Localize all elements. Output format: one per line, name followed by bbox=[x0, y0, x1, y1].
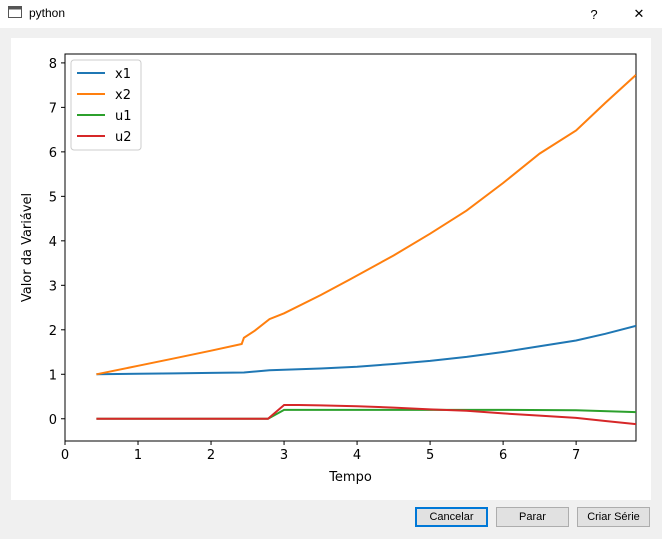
cancel-button[interactable]: Cancelar bbox=[415, 507, 488, 527]
help-button[interactable]: ? bbox=[571, 0, 617, 28]
y-tick-label: 5 bbox=[49, 190, 57, 205]
y-tick-label: 1 bbox=[49, 368, 57, 383]
create-series-button[interactable]: Criar Série bbox=[577, 507, 650, 527]
window-icon bbox=[8, 6, 22, 18]
close-icon: ✕ bbox=[633, 6, 645, 21]
close-button[interactable]: ✕ bbox=[616, 0, 662, 28]
series-line-x2 bbox=[96, 74, 636, 376]
y-tick-label: 2 bbox=[49, 324, 57, 339]
y-tick-label: 4 bbox=[49, 235, 57, 250]
line-chart: 0 1 2 3 4 5 6 7 0 1 2 3 4 5 6 7 8 Tempo Valor da Variável x… bbox=[20, 53, 637, 485]
x-tick-label: 1 bbox=[134, 448, 142, 463]
x-tick-label: 4 bbox=[353, 448, 361, 463]
y-axis-label: Valor da Variável bbox=[20, 193, 35, 302]
x-tick-label: 3 bbox=[280, 448, 288, 463]
title-bar: python ? ✕ bbox=[0, 0, 662, 28]
y-tick-label: 3 bbox=[49, 279, 57, 294]
y-tick-label: 8 bbox=[49, 57, 57, 72]
plot-canvas: 0 1 2 3 4 5 6 7 0 1 2 3 4 5 6 7 8 Tempo Valor da Variável x… bbox=[11, 38, 651, 500]
legend-label-x1: x1 bbox=[115, 67, 131, 82]
y-tick-label: 6 bbox=[49, 146, 57, 161]
x-tick-label: 6 bbox=[499, 448, 507, 463]
legend-label-u1: u1 bbox=[115, 109, 132, 124]
series-line-u2 bbox=[96, 404, 636, 426]
x-tick-label: 5 bbox=[426, 448, 434, 463]
y-tick-label: 0 bbox=[49, 413, 57, 428]
series-line-x1 bbox=[96, 324, 636, 376]
x-tick-label: 0 bbox=[61, 448, 69, 463]
legend-label-u2: u2 bbox=[115, 130, 132, 145]
window-title: python bbox=[29, 6, 66, 20]
x-tick-label: 2 bbox=[207, 448, 215, 463]
x-axis-label: Tempo bbox=[328, 470, 372, 485]
help-icon: ? bbox=[590, 6, 598, 22]
y-tick-label: 7 bbox=[49, 101, 57, 116]
legend-box bbox=[70, 59, 142, 151]
stop-button[interactable]: Parar bbox=[496, 507, 569, 527]
x-tick-label: 7 bbox=[572, 448, 580, 463]
legend-label-x2: x2 bbox=[115, 88, 131, 103]
plot-frame bbox=[64, 53, 637, 442]
